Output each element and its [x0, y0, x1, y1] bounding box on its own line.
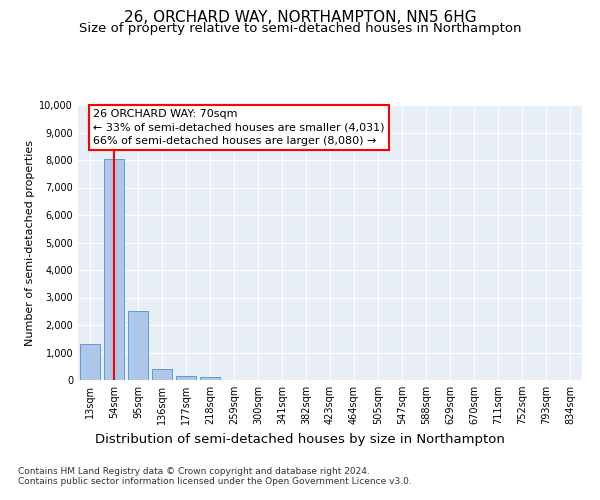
Text: Size of property relative to semi-detached houses in Northampton: Size of property relative to semi-detach… — [79, 22, 521, 35]
Text: Contains HM Land Registry data © Crown copyright and database right 2024.: Contains HM Land Registry data © Crown c… — [18, 468, 370, 476]
Bar — [80, 344, 100, 380]
Y-axis label: Number of semi-detached properties: Number of semi-detached properties — [25, 140, 35, 346]
Text: Contains public sector information licensed under the Open Government Licence v3: Contains public sector information licen… — [18, 478, 412, 486]
Text: 26, ORCHARD WAY, NORTHAMPTON, NN5 6HG: 26, ORCHARD WAY, NORTHAMPTON, NN5 6HG — [124, 10, 476, 25]
Bar — [104, 158, 124, 380]
Text: 26 ORCHARD WAY: 70sqm
← 33% of semi-detached houses are smaller (4,031)
66% of s: 26 ORCHARD WAY: 70sqm ← 33% of semi-deta… — [93, 109, 385, 146]
Bar — [128, 311, 148, 380]
Bar — [200, 377, 220, 380]
Bar — [176, 376, 196, 380]
Text: Distribution of semi-detached houses by size in Northampton: Distribution of semi-detached houses by … — [95, 432, 505, 446]
Bar — [152, 369, 172, 380]
